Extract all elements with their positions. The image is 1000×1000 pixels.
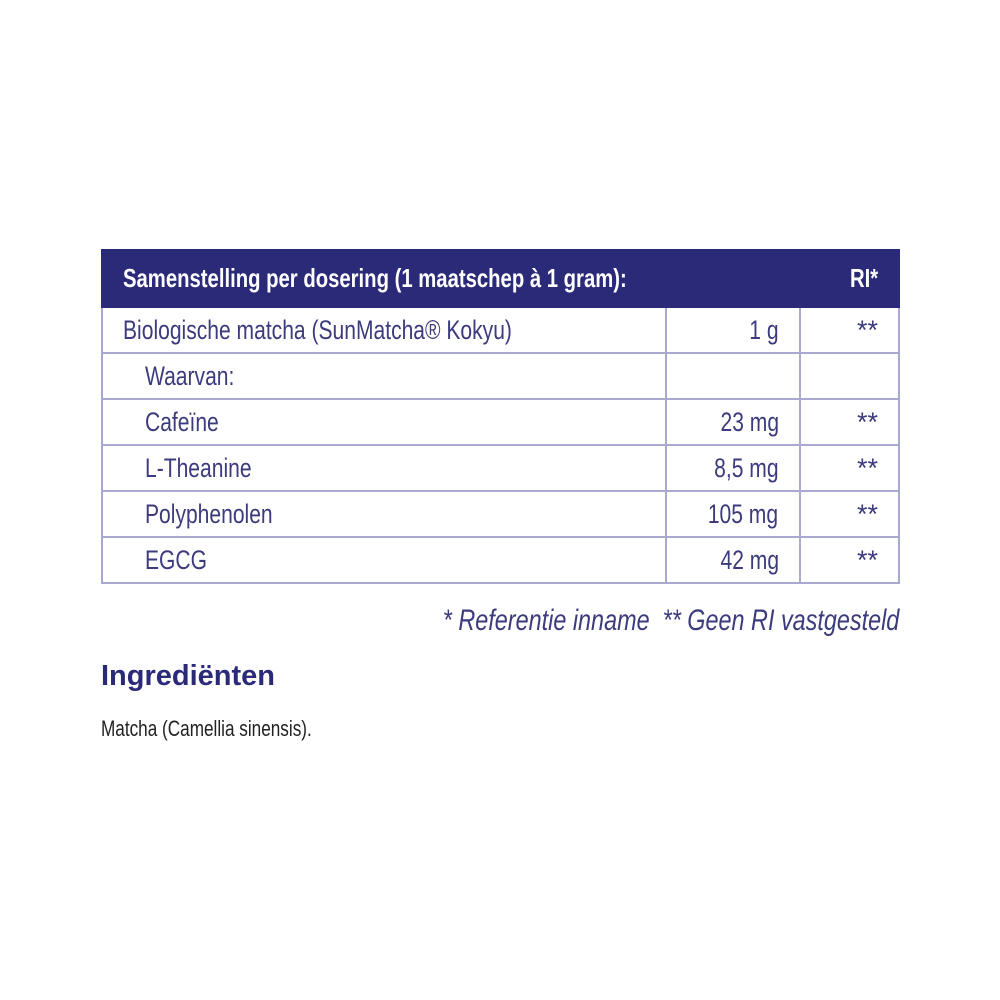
row-name-text: Waarvan:: [145, 360, 235, 391]
row-name: Cafeïne: [100, 398, 668, 446]
row-ri: **: [798, 444, 901, 492]
header-label-text: Samenstelling per dosering (1 maatschep …: [123, 263, 627, 293]
row-amount-text: 42 mg: [720, 544, 779, 575]
row-name-text: Biologische matcha (SunMatcha® Kokyu): [123, 314, 512, 345]
table-header: Samenstelling per dosering (1 maatschep …: [101, 249, 901, 308]
row-amount-text: 23 mg: [720, 406, 779, 437]
table-row: Biologische matcha (SunMatcha® Kokyu) 1 …: [100, 306, 901, 354]
row-ri: [798, 352, 901, 400]
table-row: Waarvan:: [100, 352, 901, 400]
row-name-text: Cafeïne: [145, 406, 219, 437]
header-ri-text: RI*: [849, 263, 878, 293]
row-name-text: EGCG: [145, 544, 208, 575]
row-ri: **: [798, 490, 901, 538]
row-name-text: L-Theanine: [145, 452, 252, 483]
row-ri: **: [798, 398, 901, 446]
row-amount: 105 mg: [665, 490, 801, 538]
row-name: Biologische matcha (SunMatcha® Kokyu): [100, 306, 668, 354]
row-amount: [665, 352, 801, 400]
row-name: Waarvan:: [100, 352, 668, 400]
nutrition-table: Samenstelling per dosering (1 maatschep …: [100, 249, 901, 584]
footnote: * Referentie inname ** Geen RI vastgeste…: [314, 604, 899, 638]
ingredients-title: Ingrediënten: [101, 660, 276, 692]
row-amount-text: 105 mg: [708, 498, 779, 529]
table-row: Cafeïne 23 mg **: [100, 398, 901, 446]
header-label: Samenstelling per dosering (1 maatschep …: [101, 249, 801, 308]
row-amount: 23 mg: [665, 398, 801, 446]
table-row: L-Theanine 8,5 mg **: [100, 444, 901, 492]
row-amount-text: 1 g: [749, 314, 779, 345]
ingredients-text-value: Matcha (Camellia sinensis).: [101, 716, 312, 741]
row-name: Polyphenolen: [100, 490, 668, 538]
row-amount: 1 g: [665, 306, 801, 354]
row-ri: **: [798, 306, 901, 354]
footnote-text: * Referentie inname ** Geen RI vastgeste…: [442, 604, 899, 637]
table-row: EGCG 42 mg **: [100, 536, 901, 584]
row-name-text: Polyphenolen: [145, 498, 273, 529]
row-name: L-Theanine: [100, 444, 668, 492]
row-amount-text: 8,5 mg: [714, 452, 779, 483]
table-row: Polyphenolen 105 mg **: [100, 490, 901, 538]
row-amount: 8,5 mg: [665, 444, 801, 492]
row-ri: **: [798, 536, 901, 584]
row-amount: 42 mg: [665, 536, 801, 584]
header-ri: RI*: [798, 249, 901, 308]
ingredients-text: Matcha (Camellia sinensis).: [101, 716, 371, 742]
row-name: EGCG: [100, 536, 668, 584]
